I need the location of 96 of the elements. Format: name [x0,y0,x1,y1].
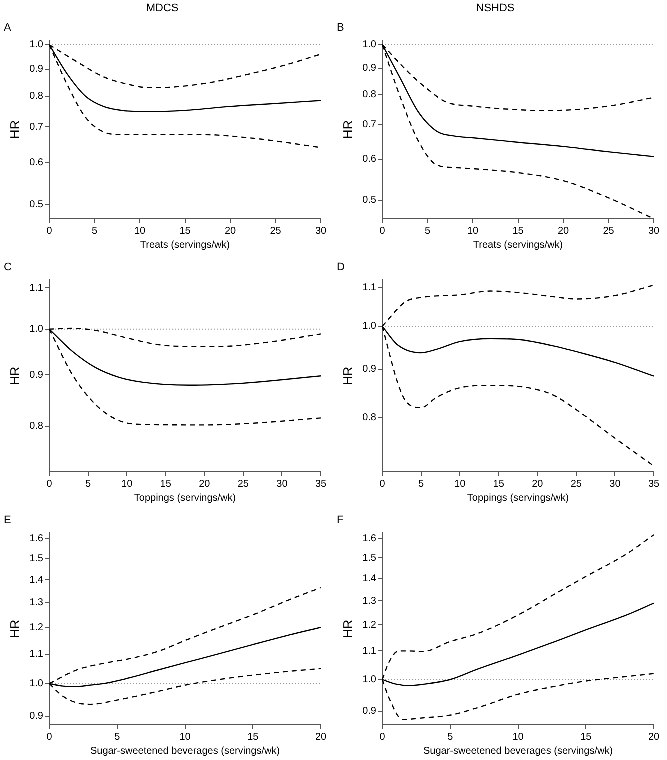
x-tick-label: 0 [380,226,386,237]
y-tick-label: 0.9 [362,63,377,74]
x-tick-label: 0 [46,226,53,237]
y-tick-label: 0.9 [30,370,44,381]
x-tick-label: 20 [315,732,327,743]
x-tick-label: 0 [46,732,53,743]
chart-subtitle: B [337,22,344,34]
y-tick-label: 0.8 [362,90,377,101]
x-tick-label: 20 [199,478,211,490]
y-tick-label: 0.9 [30,64,44,75]
x-tick-label: 0 [380,732,386,743]
x-tick-label: 35 [648,478,660,490]
x-tick-label: 20 [648,732,660,743]
x-tick-label: 20 [532,478,544,490]
x-tick-label: 15 [580,732,592,743]
y-axis-title: HR [7,620,22,638]
y-tick-label: 0.6 [362,154,377,166]
x-tick-label: 25 [238,478,250,490]
x-axis-title: Toppings (servings/wk) [467,492,570,504]
x-tick-label: 25 [570,478,582,490]
chart-subtitle: D [337,262,345,274]
x-tick-label: 5 [92,226,98,237]
x-tick-label: 5 [424,226,431,237]
x-tick-label: 15 [160,478,172,490]
y-tick-label: 0.8 [30,421,44,432]
y-tick-label: 1.6 [362,534,377,545]
y-tick-label: 0.9 [30,711,44,722]
y-tick-label: 0.8 [362,412,377,424]
chart-title: MDCS [146,2,179,15]
x-axis-title: Treats (servings/wk) [140,240,230,251]
y-axis-title: HR [340,366,356,386]
chart-subtitle: C [4,262,12,274]
y-axis-title: HR [340,120,356,140]
x-tick-label: 20 [224,226,236,237]
x-axis-title: Toppings (servings/wk) [134,492,236,504]
chart-subtitle: A [4,22,12,34]
y-tick-label: 0.7 [362,120,377,131]
x-tick-label: 25 [603,226,615,237]
y-tick-label: 1.3 [362,596,377,607]
x-tick-label: 30 [315,226,327,237]
x-tick-label: 30 [648,226,660,237]
y-tick-label: 1.0 [30,40,44,51]
y-axis-title: HR [7,120,22,140]
y-tick-label: 0.9 [362,706,377,718]
y-axis-title: HR [7,366,22,386]
x-tick-label: 0 [380,478,386,490]
y-tick-label: 1.1 [30,649,44,660]
y-tick-label: 1.4 [30,574,44,586]
x-tick-label: 30 [610,478,622,490]
x-tick-label: 10 [134,226,146,237]
chart-subtitle: F [337,514,344,527]
y-tick-label: 1.0 [30,324,44,336]
y-tick-label: 1.1 [362,646,377,657]
y-tick-label: 1.0 [30,678,44,690]
x-tick-label: 35 [315,478,327,490]
x-tick-label: 5 [114,732,121,743]
y-tick-label: 0.9 [362,364,377,376]
y-tick-label: 0.6 [30,157,44,168]
x-tick-label: 15 [512,226,524,237]
x-tick-label: 10 [467,226,479,237]
x-tick-label: 10 [122,478,134,490]
chart-subtitle: E [4,514,12,527]
x-tick-label: 10 [180,732,192,743]
x-tick-label: 5 [418,478,425,490]
x-tick-label: 10 [512,732,524,743]
x-tick-label: 0 [46,478,53,490]
y-tick-label: 1.3 [30,598,44,609]
y-tick-label: 1.1 [362,282,377,294]
y-tick-label: 1.0 [362,321,377,332]
x-tick-label: 25 [270,226,282,237]
x-axis-title: Sugar-sweetened beverages (servings/wk) [90,746,280,757]
x-tick-label: 5 [448,732,454,743]
x-tick-label: 10 [454,478,466,490]
y-tick-label: 0.5 [362,195,377,206]
x-tick-label: 15 [180,226,192,237]
y-tick-label: 1.5 [30,554,44,565]
y-tick-label: 0.5 [30,199,44,210]
y-axis-title: HR [340,620,356,638]
y-tick-label: 1.2 [30,622,44,634]
y-tick-label: 0.7 [30,122,44,133]
y-tick-label: 1.5 [362,552,377,564]
y-tick-label: 1.0 [362,674,377,686]
y-tick-label: 1.6 [30,534,44,545]
x-axis-title: Sugar-sweetened beverages (servings/wk) [423,746,614,757]
x-tick-label: 5 [86,478,92,490]
x-tick-label: 20 [558,226,570,237]
y-tick-label: 1.1 [30,282,44,294]
y-tick-label: 0.8 [30,91,44,102]
x-axis-title: Treats (servings/wk) [473,240,564,251]
y-tick-label: 1.2 [362,620,377,631]
x-tick-label: 15 [248,732,260,743]
x-tick-label: 15 [493,478,505,490]
x-tick-label: 30 [276,478,288,490]
y-tick-label: 1.0 [362,40,377,51]
y-tick-label: 1.4 [362,574,377,585]
chart-title: NSHDS [476,2,515,15]
